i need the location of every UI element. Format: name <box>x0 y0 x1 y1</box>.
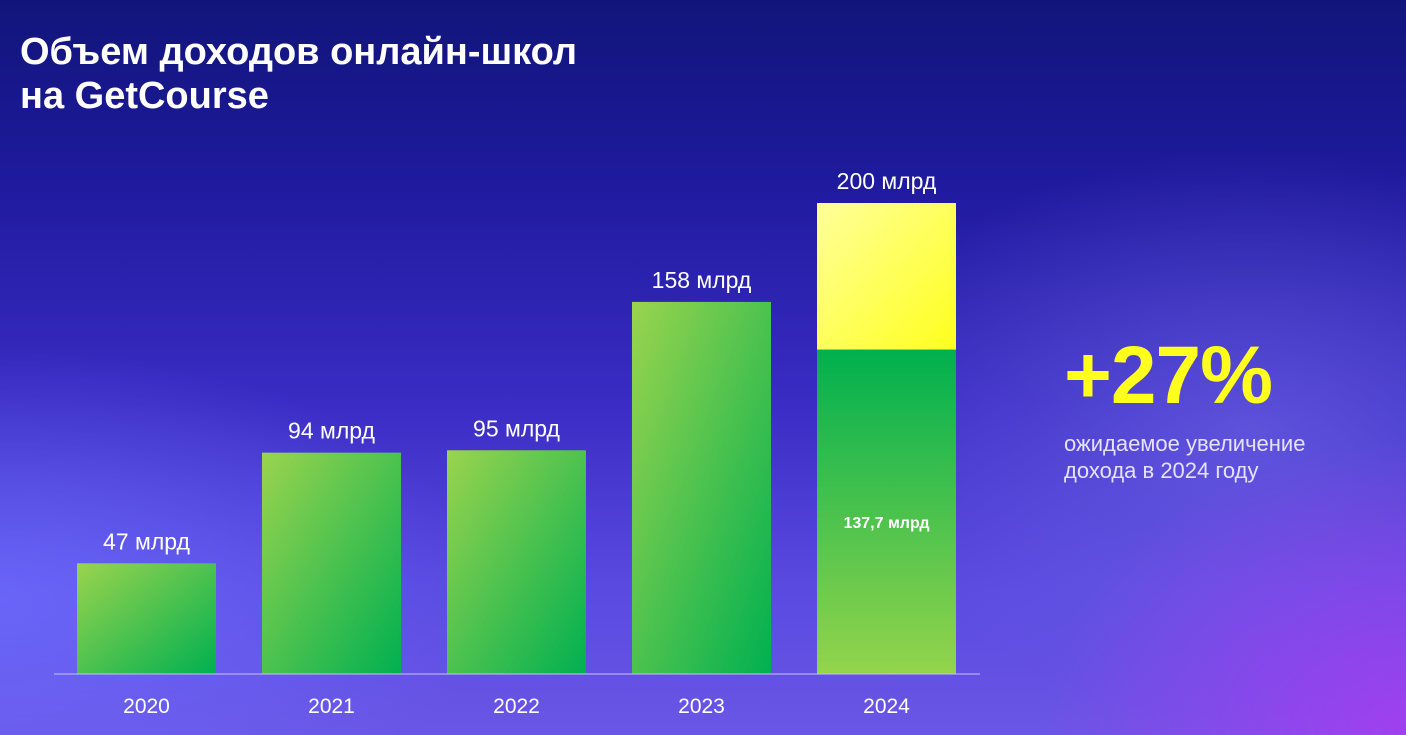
value-label-2021: 94 млрд <box>288 418 375 444</box>
x-tick-2020: 2020 <box>123 695 170 718</box>
x-tick-2024: 2024 <box>863 695 910 718</box>
bar-2022 <box>447 450 586 674</box>
page-title: Объем доходов онлайн-школ на GetCourse <box>20 30 577 118</box>
title-line-1: Объем доходов онлайн-школ <box>20 31 578 73</box>
growth-caption: ожидаемое увеличение дохода в 2024 году <box>1064 430 1384 484</box>
revenue-bar-chart: 47 млрд 2020 94 млрд 2021 95 млрд 2022 158 млр… <box>54 168 980 718</box>
bar-2024-forecast <box>817 203 956 350</box>
x-tick-2022: 2022 <box>493 695 540 718</box>
growth-callout: +27% ожидаемое увеличение дохода в 2024 … <box>1064 330 1384 484</box>
x-tick-2021: 2021 <box>308 695 355 718</box>
value-label-2022: 95 млрд <box>473 415 560 441</box>
value-label-2020: 47 млрд <box>103 528 190 554</box>
growth-percent: +27% <box>1064 330 1273 421</box>
growth-caption-line-2: дохода в 2024 году <box>1064 458 1259 483</box>
bar-2023 <box>632 301 771 674</box>
growth-caption-line-1: ожидаемое увеличение <box>1064 431 1306 456</box>
x-tick-2023: 2023 <box>678 695 725 718</box>
bar-2020 <box>77 563 216 674</box>
value-label-2023: 158 млрд <box>652 267 752 293</box>
value-label-2024: 200 млрд <box>837 168 937 194</box>
title-line-2: на GetCourse <box>20 75 269 117</box>
bar-2021 <box>262 452 401 674</box>
bar-2024-actual <box>817 349 956 674</box>
segment-label-2024: 137,7 млрд <box>843 515 929 532</box>
